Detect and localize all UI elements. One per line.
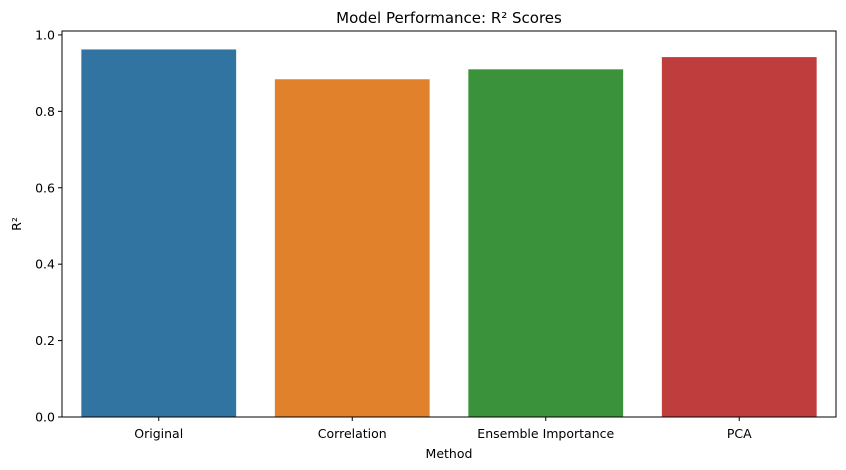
- bars-group: [81, 49, 817, 418]
- y-tick-label: 0.8: [35, 104, 55, 119]
- y-tick-label: 0.0: [35, 410, 55, 425]
- x-tick-label: Ensemble Importance: [477, 426, 614, 441]
- plot-frame: [61, 30, 837, 418]
- y-tick-label: 0.2: [35, 333, 55, 348]
- x-axis-ticks: Original Correlation Ensemble Importance PC…: [134, 417, 752, 441]
- bar-original: [81, 49, 237, 417]
- y-tick-label: 0.4: [35, 257, 55, 272]
- x-axis-title: Method: [426, 446, 473, 461]
- chart-title: Model Performance: R² Scores: [336, 9, 562, 27]
- bar-pca: [661, 57, 817, 417]
- y-tick-label: 1.0: [35, 27, 55, 42]
- bar-ensemble-importance: [468, 69, 624, 417]
- x-tick-label: PCA: [727, 426, 752, 441]
- y-tick-label: 0.6: [35, 180, 55, 195]
- bar-correlation: [274, 79, 430, 418]
- x-tick-label: Correlation: [318, 426, 387, 441]
- y-axis-ticks: 0.0 0.2 0.4 0.6 0.8 1.0: [35, 27, 62, 425]
- y-axis-title: R²: [9, 217, 24, 231]
- x-tick-label: Original: [134, 426, 183, 441]
